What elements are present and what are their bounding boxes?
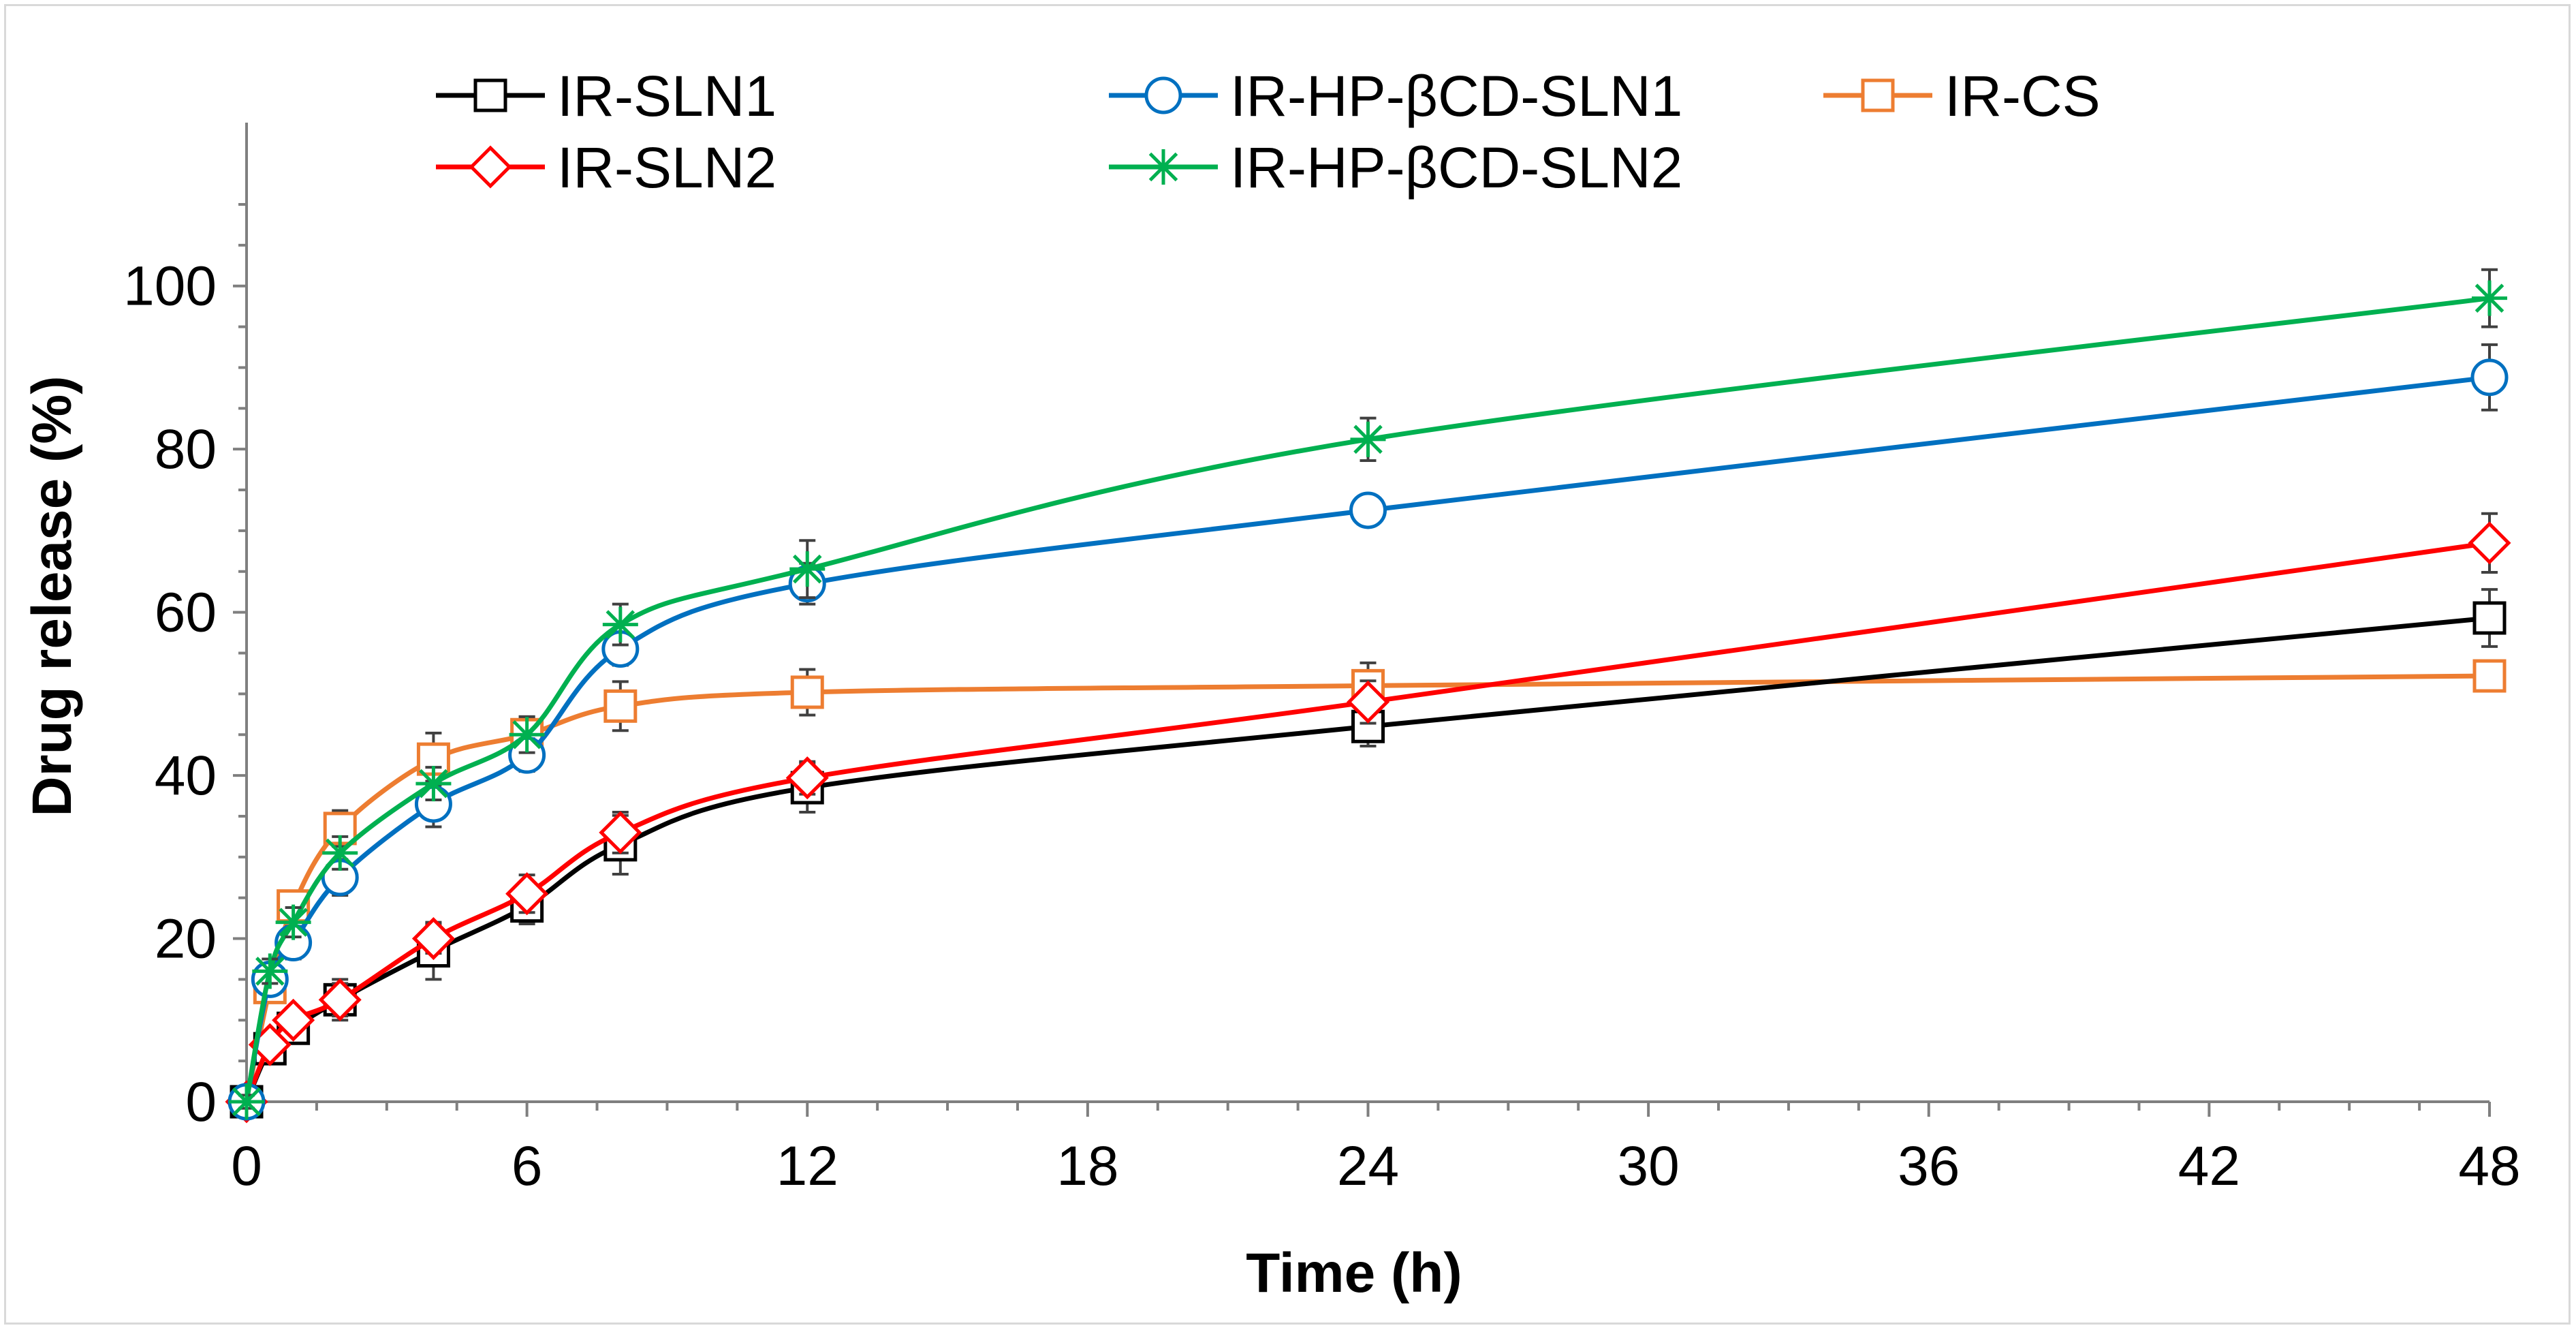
x-axis-title: Time (h) — [1246, 1242, 1462, 1304]
legend-item: IR-CS — [1823, 64, 2101, 128]
data-point — [2468, 521, 2511, 565]
y-tick-label: 80 — [155, 418, 217, 480]
series-line — [244, 296, 2490, 1102]
data-point — [318, 978, 362, 1021]
x-tick-label: 24 — [1337, 1135, 1399, 1197]
data-point — [603, 689, 638, 723]
data-point — [272, 998, 315, 1042]
x-tick-label: 0 — [231, 1135, 262, 1197]
x-tick-label: 42 — [2178, 1135, 2240, 1197]
y-tick-label: 20 — [155, 908, 217, 970]
data-point — [789, 551, 826, 587]
legend-label: IR-CS — [1945, 64, 2101, 128]
data-point — [1350, 421, 1386, 457]
legend-marker — [1144, 76, 1182, 114]
data-point — [599, 811, 642, 854]
legend-item: IR-SLN1 — [436, 64, 776, 128]
legend-marker — [469, 145, 512, 189]
y-tick-label: 60 — [155, 582, 217, 644]
x-tick-label: 18 — [1056, 1135, 1118, 1197]
y-tick-label: 100 — [123, 256, 217, 318]
data-point — [2472, 280, 2507, 316]
x-tick-label: 36 — [1898, 1135, 1960, 1197]
legend: IR-SLN1 IR-HP-βCD-SLN1 IR-CS IR-SLN2 IR-HP-β… — [436, 64, 2101, 200]
data-point — [252, 953, 288, 989]
legend-item: IR-HP-βCD-SLN1 — [1109, 64, 1682, 128]
data-point — [785, 756, 829, 800]
chart-frame — [4, 4, 2571, 1325]
legend-label: IR-SLN2 — [557, 136, 776, 200]
x-tick-label: 30 — [1618, 1135, 1680, 1197]
legend-item: IR-SLN2 — [436, 136, 776, 200]
x-tick-label: 48 — [2458, 1135, 2520, 1197]
data-point — [1346, 680, 1390, 724]
data-point — [509, 717, 545, 753]
series-ir-sln2 — [225, 512, 2511, 1124]
series-ir-hp-cd-sln2 — [229, 268, 2507, 1119]
series-line — [244, 540, 2490, 1103]
legend-marker — [473, 78, 507, 112]
data-point — [229, 1084, 264, 1119]
data-point — [1351, 709, 1385, 743]
data-point — [2472, 659, 2507, 693]
data-point — [1349, 491, 1387, 529]
x-tick-label: 12 — [776, 1135, 838, 1197]
ticks: 0 20 40 60 80 100 0 6 12 18 24 30 36 42 48 — [123, 203, 2521, 1197]
legend-item: IR-HP-βCD-SLN2 — [1109, 136, 1682, 200]
data-point — [2470, 358, 2509, 397]
data-point — [411, 917, 455, 961]
legend-label: IR-HP-βCD-SLN1 — [1230, 64, 1682, 128]
data-point — [275, 904, 311, 940]
legend-label: IR-SLN1 — [557, 64, 776, 128]
data-point — [602, 606, 638, 643]
legend-label: IR-HP-βCD-SLN2 — [1230, 136, 1682, 200]
data-point — [415, 766, 452, 802]
x-tick-label: 6 — [512, 1135, 543, 1197]
data-point — [790, 675, 824, 709]
y-tick-label: 0 — [185, 1071, 217, 1133]
data-point — [2472, 601, 2507, 635]
data-point — [322, 835, 358, 871]
data-point — [505, 872, 549, 916]
y-tick-label: 40 — [155, 745, 217, 807]
axes — [245, 123, 2489, 1103]
y-axis-title: Drug release (%) — [21, 375, 83, 816]
series-layer — [225, 268, 2511, 1124]
legend-marker — [1861, 78, 1895, 112]
legend-marker — [1146, 149, 1181, 185]
